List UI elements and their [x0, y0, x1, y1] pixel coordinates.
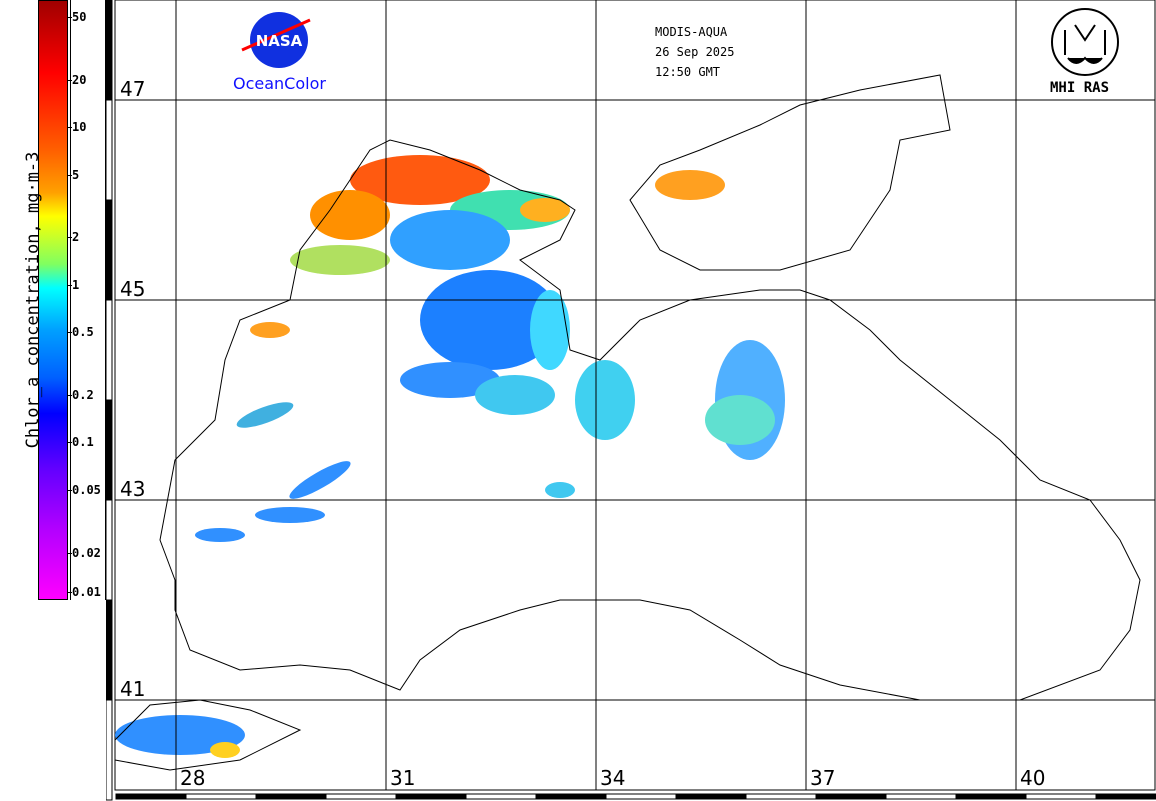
date-label: 26 Sep 2025 [655, 45, 735, 59]
colorbar-tick: 0.01 [68, 585, 101, 599]
colorbar-tick: 20 [67, 72, 87, 87]
lat-label-41: 41 [120, 677, 146, 701]
lon-scale-segment [815, 793, 887, 800]
colorbar [38, 0, 68, 600]
map-frame [114, 0, 1156, 791]
colorbar-tick: 0.05 [68, 482, 101, 497]
map: NASA [106, 0, 1156, 801]
colorbar-tick: 2 [67, 230, 80, 245]
colorbar-tick: 0.1 [68, 435, 94, 450]
lat-label-43: 43 [120, 477, 146, 501]
lon-label-28: 28 [180, 766, 206, 790]
lat-label-45: 45 [120, 277, 146, 301]
lon-scale-segment [1025, 793, 1097, 800]
lat-scale-segment [106, 499, 113, 601]
lat-scale-segment [106, 199, 113, 301]
lon-scale-segment [1095, 793, 1156, 800]
lon-scale-segment [535, 793, 607, 800]
lon-scale-segment [115, 793, 187, 800]
lon-scale-segment [325, 793, 397, 800]
lat-scale-segment [106, 399, 113, 501]
lon-scale-segment [395, 793, 467, 800]
nasa-logo-text: NASA [256, 32, 303, 50]
colorbar-tick: 5 [67, 167, 80, 182]
chlorophyll-data [115, 155, 785, 758]
lat-label-47: 47 [120, 77, 146, 101]
lat-scale-segment [106, 99, 113, 201]
sensor-label: MODIS-AQUA [655, 25, 728, 39]
lon-scale-segment [885, 793, 957, 800]
coastline-black-sea [159, 139, 1141, 701]
colorbar-tick: 50 [67, 9, 87, 24]
lat-scale-segment [106, 699, 113, 801]
lon-label-37: 37 [810, 766, 836, 790]
lon-scale-segment [955, 793, 1027, 800]
lat-scale-segment [106, 599, 113, 701]
graticule [115, 0, 1155, 790]
lon-scale-segment [465, 793, 537, 800]
coastline-azov-sea [629, 74, 951, 271]
colorbar-scale [70, 0, 106, 600]
nasa-logo: NASA [241, 12, 311, 68]
lon-label-31: 31 [390, 766, 416, 790]
coastline-marmara [114, 699, 302, 771]
lon-label-34: 34 [600, 766, 626, 790]
scale-bars [106, 0, 1156, 801]
lon-label-40: 40 [1020, 766, 1046, 790]
colorbar-tick: 0.2 [68, 387, 94, 402]
colorbar-tick: 0.02 [68, 545, 101, 560]
lon-scale-segment [185, 793, 257, 800]
colorbar-title: Chlor_a concentration, mg·m-3 [23, 151, 43, 449]
lon-scale-segment [255, 793, 327, 800]
lat-scale-segment [106, 299, 113, 401]
lon-scale-segment [675, 793, 747, 800]
mhi-ras-logo [1051, 8, 1119, 76]
lat-scale-segment [106, 0, 113, 101]
time-label: 12:50 GMT [655, 65, 721, 79]
mhi-ras-label: MHI RAS [1050, 80, 1110, 96]
colorbar-tick: 1 [67, 277, 80, 292]
lon-scale-segment [745, 793, 817, 800]
colorbar-tick: 0.5 [68, 325, 94, 340]
oceancolor-label: OceanColor [233, 74, 326, 93]
lon-scale-segment [605, 793, 677, 800]
colorbar-tick: 10 [67, 120, 87, 135]
